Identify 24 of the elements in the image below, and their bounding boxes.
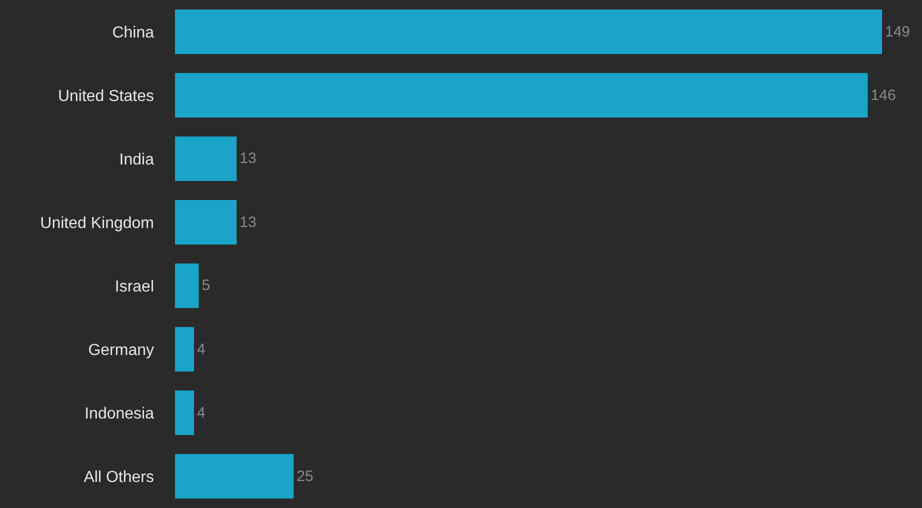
y-tick-label: All Others <box>84 468 154 486</box>
y-tick-label: United Kingdom <box>40 214 154 232</box>
y-tick-label: India <box>119 151 154 168</box>
bar <box>175 10 882 54</box>
bar <box>175 327 194 372</box>
bar <box>175 73 868 118</box>
y-tick-label: Indonesia <box>84 405 154 422</box>
data-label: 4 <box>196 404 206 422</box>
data-label: 13 <box>240 214 256 231</box>
data-label: 146 <box>870 86 896 104</box>
bar <box>175 390 194 435</box>
bar <box>175 136 237 181</box>
data-label: 149 <box>885 23 910 40</box>
data-label: 5 <box>202 277 210 294</box>
y-tick-label: United States <box>58 88 154 105</box>
bar <box>175 264 199 308</box>
data-label: 4 <box>196 340 206 358</box>
y-tick-label: Germany <box>88 342 154 359</box>
bar <box>175 200 237 244</box>
data-label: 13 <box>240 150 256 168</box>
y-tick-label: China <box>112 24 154 42</box>
y-tick-label: Israel <box>114 278 154 296</box>
data-label: 25 <box>296 468 314 485</box>
bar <box>175 454 294 498</box>
